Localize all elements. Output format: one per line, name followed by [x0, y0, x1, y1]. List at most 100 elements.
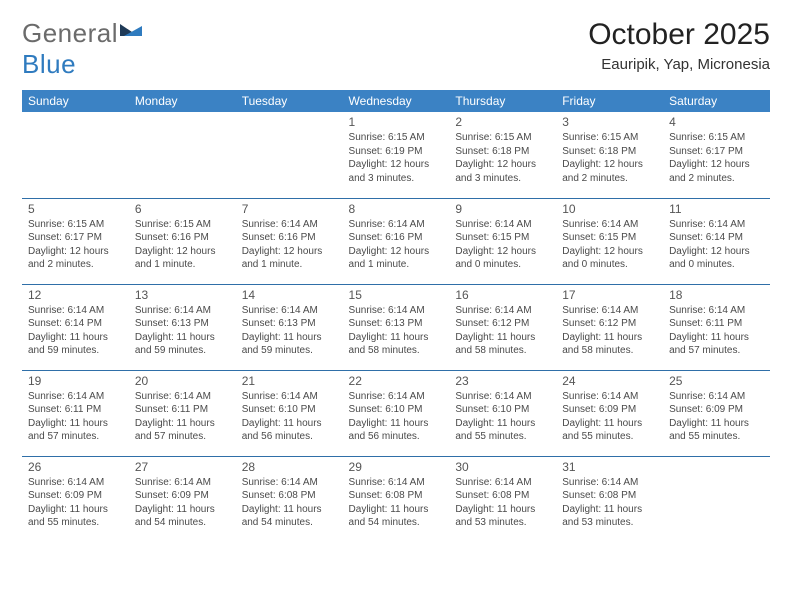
sunrise-text: Sunrise: 6:14 AM: [562, 390, 657, 404]
daylight-text: Daylight: 12 hours and 2 minutes.: [562, 158, 657, 185]
sunrise-text: Sunrise: 6:14 AM: [669, 390, 764, 404]
day-number: 20: [135, 374, 230, 388]
calendar-day-cell: 25Sunrise: 6:14 AMSunset: 6:09 PMDayligh…: [663, 370, 770, 456]
page-subtitle: Eauripik, Yap, Micronesia: [588, 56, 770, 73]
day-info: Sunrise: 6:14 AMSunset: 6:09 PMDaylight:…: [135, 476, 230, 530]
day-number: 6: [135, 202, 230, 216]
sunrise-text: Sunrise: 6:14 AM: [349, 304, 444, 318]
daylight-text: Daylight: 11 hours and 55 minutes.: [28, 503, 123, 530]
daylight-text: Daylight: 12 hours and 0 minutes.: [669, 245, 764, 272]
calendar-day-cell: 9Sunrise: 6:14 AMSunset: 6:15 PMDaylight…: [449, 198, 556, 284]
calendar-day-cell: 22 Sunrise: 6:14 AMSunset: 6:10 PMDayligh…: [343, 370, 450, 456]
sunset-text: Sunset: 6:17 PM: [669, 145, 764, 159]
sunrise-text: Sunrise: 6:15 AM: [562, 131, 657, 145]
sunrise-text: Sunrise: 6:15 AM: [28, 218, 123, 232]
weekday-header: Thursday: [449, 90, 556, 112]
day-number: 15: [349, 288, 444, 302]
day-number: 14: [242, 288, 337, 302]
day-info: Sunrise: 6:15 AMSunset: 6:18 PMDaylight:…: [562, 131, 657, 185]
sunset-text: Sunset: 6:18 PM: [562, 145, 657, 159]
weekday-header: Wednesday: [343, 90, 450, 112]
daylight-text: Daylight: 11 hours and 55 minutes.: [669, 417, 764, 444]
day-number: 26: [28, 460, 123, 474]
day-info: Sunrise: 6:14 AMSunset: 6:11 PMDaylight:…: [669, 304, 764, 358]
day-info: Sunrise: 6:14 AMSunset: 6:08 PMDaylight:…: [349, 476, 444, 530]
calendar-body: 1Sunrise: 6:15 AMSunset: 6:19 PMDaylight…: [22, 112, 770, 542]
day-info: Sunrise: 6:15 AMSunset: 6:16 PMDaylight:…: [135, 218, 230, 272]
daylight-text: Daylight: 12 hours and 3 minutes.: [349, 158, 444, 185]
calendar-day-cell: 29Sunrise: 6:14 AMSunset: 6:08 PMDayligh…: [343, 456, 450, 542]
daylight-text: Daylight: 12 hours and 2 minutes.: [669, 158, 764, 185]
sunrise-text: Sunrise: 6:15 AM: [349, 131, 444, 145]
sunrise-text: Sunrise: 6:14 AM: [135, 476, 230, 490]
calendar-week-row: 1Sunrise: 6:15 AMSunset: 6:19 PMDaylight…: [22, 112, 770, 198]
calendar-header-row: SundayMondayTuesdayWednesdayThursdayFrid…: [22, 90, 770, 112]
day-info: Sunrise: 6:14 AMSunset: 6:14 PMDaylight:…: [28, 304, 123, 358]
calendar-day-cell: 2Sunrise: 6:15 AMSunset: 6:18 PMDaylight…: [449, 112, 556, 198]
calendar-day-cell: 6 Sunrise: 6:15 AMSunset: 6:16 PMDaylight…: [129, 198, 236, 284]
calendar-week-row: 12Sunrise: 6:14 AMSunset: 6:14 PMDayligh…: [22, 284, 770, 370]
calendar-day-cell: 12Sunrise: 6:14 AMSunset: 6:14 PMDayligh…: [22, 284, 129, 370]
day-info: Sunrise: 6:14 AMSunset: 6:10 PMDaylight:…: [242, 390, 337, 444]
calendar-day-cell: 3 Sunrise: 6:15 AMSunset: 6:18 PMDaylight…: [556, 112, 663, 198]
calendar-day-cell: 21Sunrise: 6:14 AMSunset: 6:10 PMDayligh…: [236, 370, 343, 456]
day-info: Sunrise: 6:14 AMSunset: 6:08 PMDaylight:…: [562, 476, 657, 530]
daylight-text: Daylight: 12 hours and 2 minutes.: [28, 245, 123, 272]
day-info: Sunrise: 6:15 AMSunset: 6:17 PMDaylight:…: [28, 218, 123, 272]
daylight-text: Daylight: 11 hours and 59 minutes.: [28, 331, 123, 358]
day-number: 13: [135, 288, 230, 302]
daylight-text: Daylight: 12 hours and 0 minutes.: [562, 245, 657, 272]
day-number: 19: [28, 374, 123, 388]
day-info: Sunrise: 6:14 AMSunset: 6:13 PMDaylight:…: [135, 304, 230, 358]
calendar-day-cell: 15Sunrise: 6:14 AMSunset: 6:13 PMDayligh…: [343, 284, 450, 370]
day-info: Sunrise: 6:14 AMSunset: 6:10 PMDaylight:…: [349, 390, 444, 444]
sunset-text: Sunset: 6:08 PM: [242, 489, 337, 503]
daylight-text: Daylight: 12 hours and 1 minute.: [242, 245, 337, 272]
sunrise-text: Sunrise: 6:14 AM: [242, 476, 337, 490]
sunset-text: Sunset: 6:16 PM: [242, 231, 337, 245]
day-info: Sunrise: 6:14 AMSunset: 6:09 PMDaylight:…: [669, 390, 764, 444]
day-number: 9: [455, 202, 550, 216]
sunset-text: Sunset: 6:13 PM: [135, 317, 230, 331]
calendar-day-cell: 30Sunrise: 6:14 AMSunset: 6:08 PMDayligh…: [449, 456, 556, 542]
day-info: Sunrise: 6:14 AMSunset: 6:08 PMDaylight:…: [242, 476, 337, 530]
calendar-week-row: 5Sunrise: 6:15 AMSunset: 6:17 PMDaylight…: [22, 198, 770, 284]
sunset-text: Sunset: 6:12 PM: [562, 317, 657, 331]
sunset-text: Sunset: 6:13 PM: [242, 317, 337, 331]
sunrise-text: Sunrise: 6:14 AM: [562, 304, 657, 318]
day-number: 8: [349, 202, 444, 216]
sunset-text: Sunset: 6:15 PM: [562, 231, 657, 245]
calendar-day-cell: 18Sunrise: 6:14 AMSunset: 6:11 PMDayligh…: [663, 284, 770, 370]
calendar-week-row: 19Sunrise: 6:14 AMSunset: 6:11 PMDayligh…: [22, 370, 770, 456]
daylight-text: Daylight: 11 hours and 57 minutes.: [28, 417, 123, 444]
daylight-text: Daylight: 11 hours and 54 minutes.: [242, 503, 337, 530]
day-info: Sunrise: 6:15 AMSunset: 6:18 PMDaylight:…: [455, 131, 550, 185]
sunrise-text: Sunrise: 6:14 AM: [349, 476, 444, 490]
sunrise-text: Sunrise: 6:14 AM: [28, 390, 123, 404]
sunrise-text: Sunrise: 6:14 AM: [242, 390, 337, 404]
sunset-text: Sunset: 6:19 PM: [349, 145, 444, 159]
calendar-empty-cell: [22, 112, 129, 198]
sunset-text: Sunset: 6:16 PM: [349, 231, 444, 245]
sunset-text: Sunset: 6:11 PM: [135, 403, 230, 417]
calendar-day-cell: 31Sunrise: 6:14 AMSunset: 6:08 PMDayligh…: [556, 456, 663, 542]
daylight-text: Daylight: 11 hours and 59 minutes.: [135, 331, 230, 358]
daylight-text: Daylight: 11 hours and 54 minutes.: [349, 503, 444, 530]
calendar-table: SundayMondayTuesdayWednesdayThursdayFrid…: [22, 90, 770, 542]
day-info: Sunrise: 6:14 AMSunset: 6:09 PMDaylight:…: [562, 390, 657, 444]
day-number: 27: [135, 460, 230, 474]
calendar-day-cell: 24Sunrise: 6:14 AMSunset: 6:09 PMDayligh…: [556, 370, 663, 456]
sunrise-text: Sunrise: 6:14 AM: [135, 390, 230, 404]
day-number: 22: [349, 374, 444, 388]
day-number: 23: [455, 374, 550, 388]
sunrise-text: Sunrise: 6:14 AM: [562, 218, 657, 232]
day-number: 3: [562, 115, 657, 129]
calendar-week-row: 26 Sunrise: 6:14 AMSunset: 6:09 PMDayligh…: [22, 456, 770, 542]
calendar-day-cell: 23Sunrise: 6:14 AMSunset: 6:10 PMDayligh…: [449, 370, 556, 456]
calendar-day-cell: 16Sunrise: 6:14 AMSunset: 6:12 PMDayligh…: [449, 284, 556, 370]
day-number: 7: [242, 202, 337, 216]
day-info: Sunrise: 6:15 AMSunset: 6:19 PMDaylight:…: [349, 131, 444, 185]
sunrise-text: Sunrise: 6:14 AM: [669, 218, 764, 232]
day-info: Sunrise: 6:14 AMSunset: 6:16 PMDaylight:…: [349, 218, 444, 272]
calendar-day-cell: 13 Sunrise: 6:14 AMSunset: 6:13 PMDayligh…: [129, 284, 236, 370]
